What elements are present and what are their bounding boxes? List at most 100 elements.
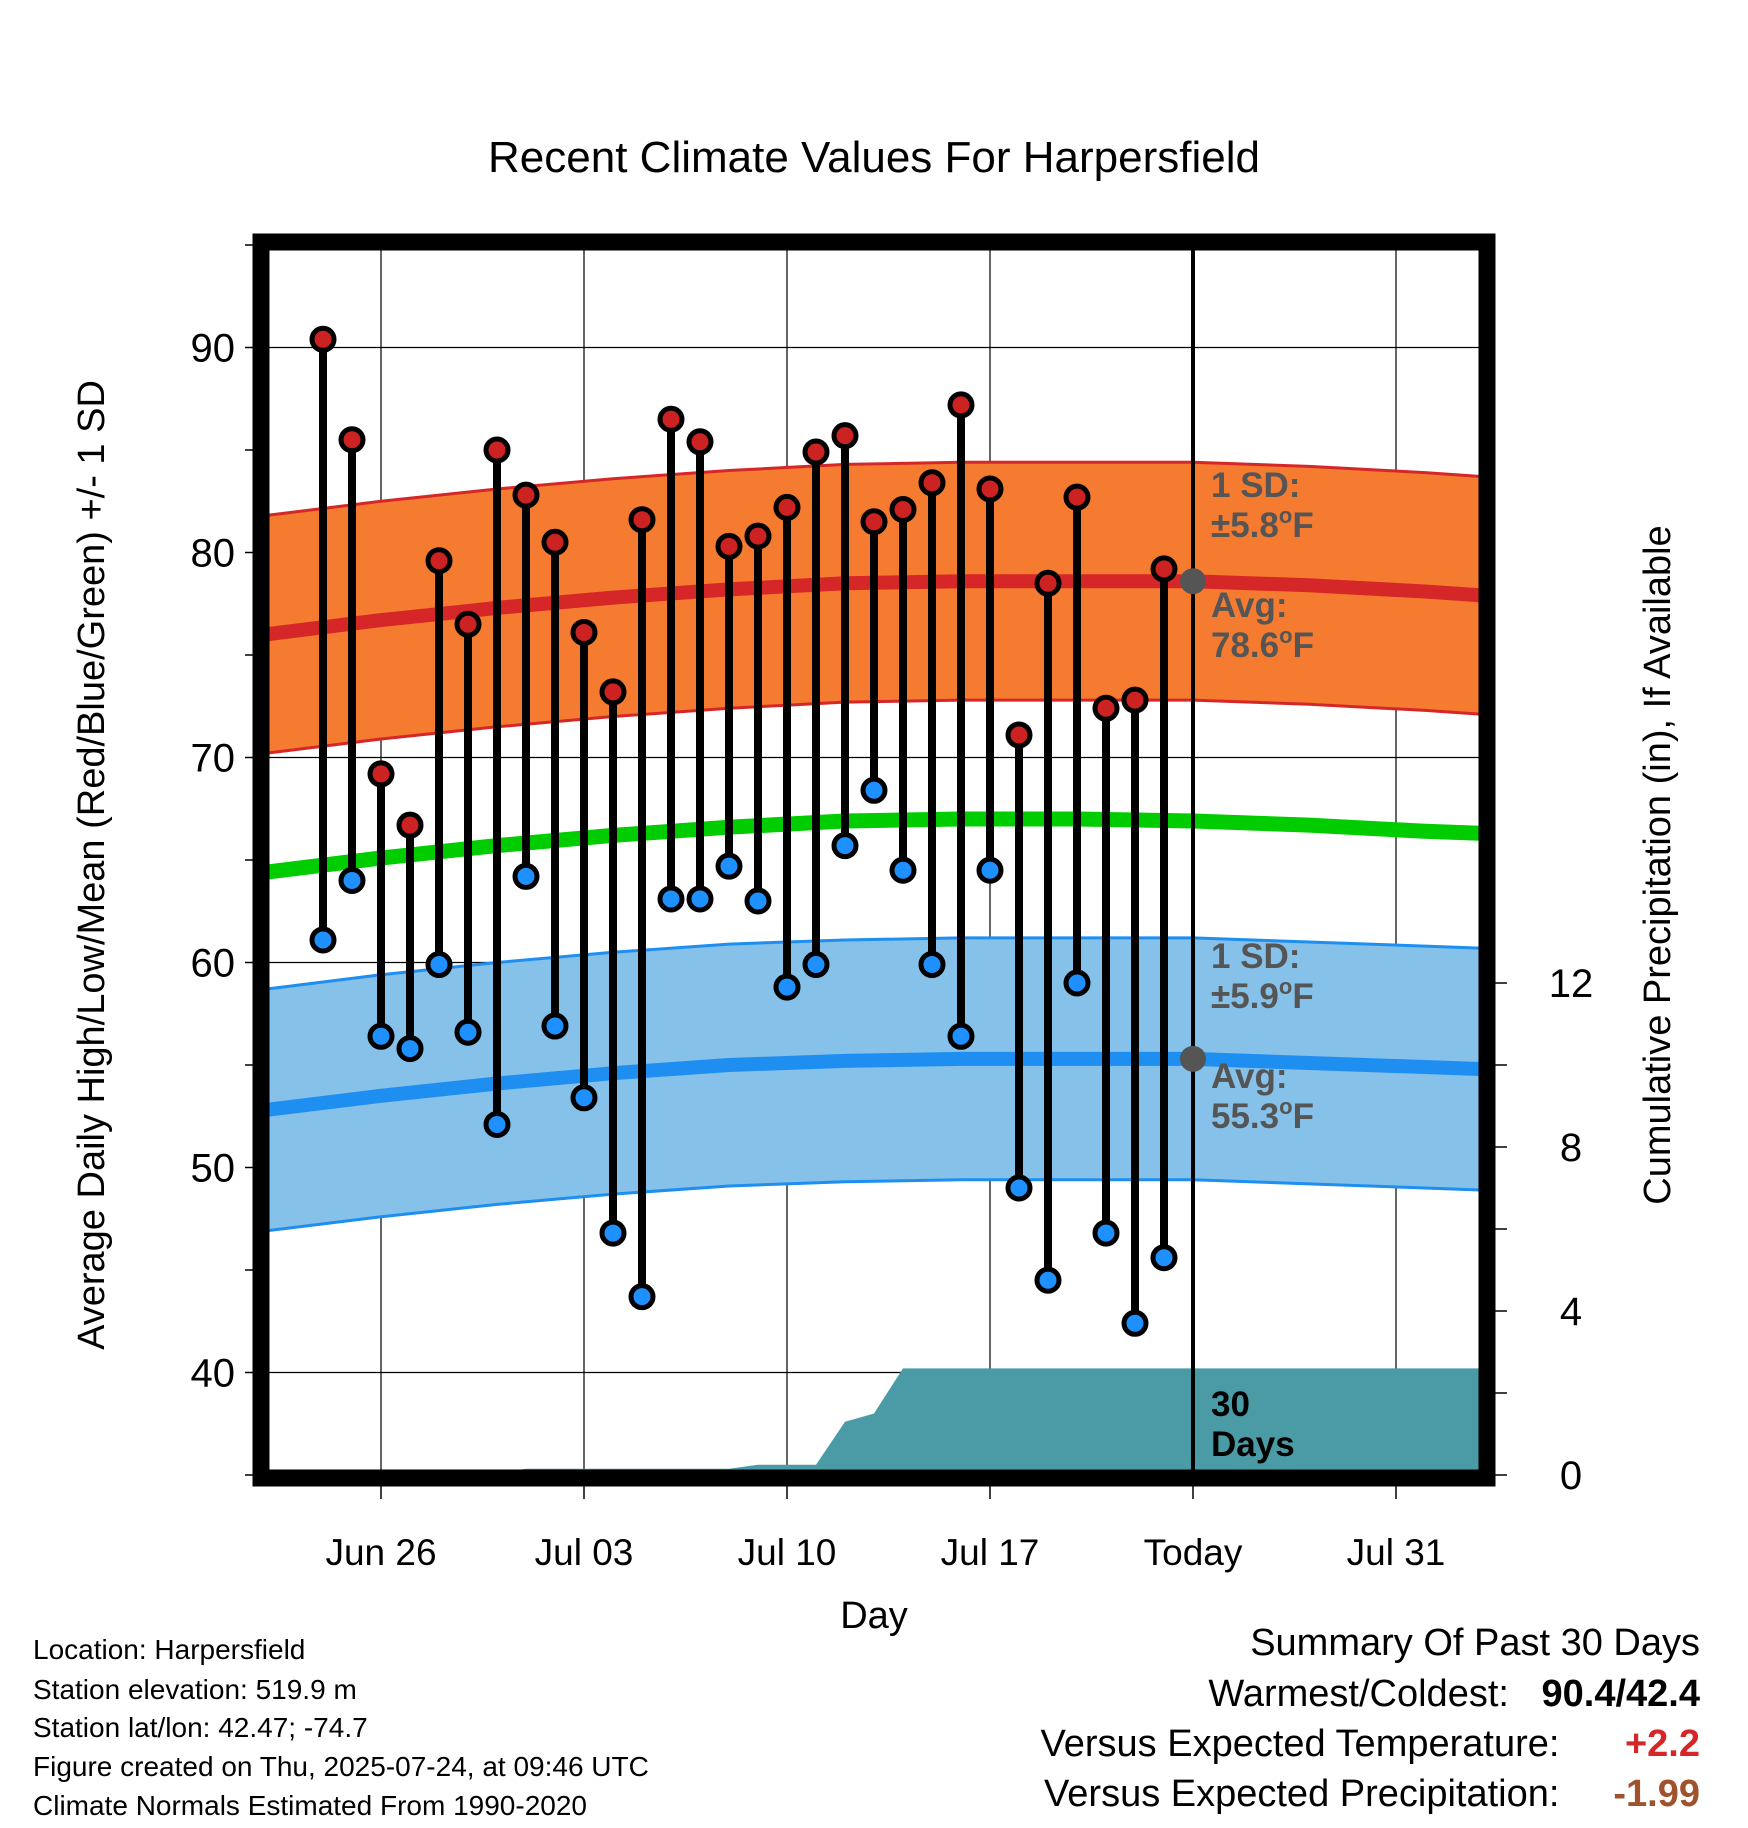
observed-high-point	[454, 610, 482, 638]
summary-temp-value: +2.2	[1624, 1723, 1700, 1765]
observed-high-point	[744, 522, 772, 550]
observed-high-point	[1121, 686, 1149, 714]
period-label-line-2: Days	[1211, 1425, 1295, 1464]
y2-tick-label: 0	[1560, 1454, 1582, 1498]
low-sd-band	[265, 937, 1483, 1231]
observed-high-point	[425, 547, 453, 575]
observed-high-point	[686, 428, 714, 456]
observed-high-point	[541, 528, 569, 556]
y2-tick-label: 4	[1560, 1290, 1582, 1334]
x-tick-label: Jul 03	[535, 1532, 634, 1573]
summary-heading: Summary Of Past 30 Days	[1250, 1622, 1700, 1664]
observed-low-point	[802, 951, 830, 979]
observed-low-point	[715, 852, 743, 880]
observed-low-point	[425, 951, 453, 979]
y-tick-label: 90	[191, 327, 236, 371]
observed-low-point	[483, 1110, 511, 1138]
observed-high-point	[802, 438, 830, 466]
observed-high-point	[1005, 721, 1033, 749]
normal-mean-line	[264, 811, 1484, 880]
today-low-avg-marker	[1180, 1045, 1206, 1072]
low-band-lower-edge	[264, 1178, 1484, 1233]
plot-frame	[252, 233, 1496, 1487]
observed-low-point	[831, 832, 859, 860]
summary-precip-label: Versus Expected Precipitation:	[1044, 1773, 1560, 1815]
summary-precip-value: -1.99	[1613, 1773, 1700, 1815]
observed-high-point	[338, 426, 366, 454]
observed-low-point	[947, 1022, 975, 1050]
observed-high-point	[947, 391, 975, 419]
summary-temp-label: Versus Expected Temperature:	[1040, 1723, 1560, 1765]
observed-low-point	[860, 776, 888, 804]
today-high-avg-marker	[1180, 568, 1206, 595]
observed-high-point	[976, 475, 1004, 503]
observed-low-point	[1150, 1244, 1178, 1272]
observed-high-point	[860, 508, 888, 536]
y2-tick-label: 12	[1549, 962, 1594, 1006]
x-tick-label: Today	[1144, 1532, 1243, 1573]
observed-high-point	[570, 618, 598, 646]
high-band-upper-edge	[264, 460, 1484, 518]
observed-low-point	[512, 862, 540, 890]
observed-low-point	[657, 885, 685, 913]
observed-low-point	[918, 951, 946, 979]
info-created: Figure created on Thu, 2025-07-24, at 09…	[33, 1751, 649, 1782]
observed-low-point	[744, 887, 772, 915]
observed-low-point	[454, 1018, 482, 1046]
observed-high-point	[773, 493, 801, 521]
observed-low-point	[338, 867, 366, 894]
low-avg-label-line-2: 55.3oF	[1211, 1094, 1314, 1136]
observed-high-point	[889, 495, 917, 523]
observed-high-point	[483, 436, 511, 464]
summary-warmest-row: Warmest/Coldest: 90.4/42.4	[1208, 1674, 1700, 1714]
low-sd-label-line-2: ±5.9oF	[1211, 974, 1314, 1016]
y-tick-label: 50	[191, 1147, 236, 1191]
observed-high-point	[918, 469, 946, 497]
high-avg-label-line-2: 78.6oF	[1211, 623, 1314, 665]
info-elevation: Station elevation: 519.9 m	[33, 1674, 357, 1705]
observed-high-point	[1150, 555, 1178, 583]
high-sd-label-line-1: 1 SD:	[1211, 466, 1300, 505]
observed-low-point	[570, 1084, 598, 1112]
observed-high-point	[715, 532, 743, 560]
observed-low-point	[367, 1022, 395, 1050]
observed-high-point	[1092, 694, 1120, 722]
observed-high-point	[831, 422, 859, 450]
y2-tick-label: 8	[1560, 1126, 1582, 1170]
low-band-upper-edge	[264, 936, 1484, 991]
observed-high-point	[628, 506, 656, 534]
observed-low-point	[1063, 969, 1091, 997]
observed-low-point	[396, 1035, 424, 1063]
summary-temp-row: Versus Expected Temperature: +2.2	[1041, 1724, 1700, 1764]
x-tick-label: Jul 17	[941, 1532, 1040, 1573]
observed-high-point	[396, 811, 424, 839]
observed-high-point	[1063, 483, 1091, 511]
observed-low-point	[1092, 1219, 1120, 1247]
summary-warmest-label: Warmest/Coldest:	[1208, 1673, 1509, 1715]
observed-high-point	[657, 405, 685, 433]
y2-axis-label: Cumulative Precipitation (in), If Availa…	[1637, 525, 1679, 1204]
x-tick-label: Jul 10	[738, 1532, 837, 1573]
observed-high-point	[309, 325, 337, 353]
info-latlon: Station lat/lon: 42.47; -74.7	[33, 1712, 368, 1743]
chart-title: Recent Climate Values For Harpersfield	[488, 133, 1260, 182]
low-avg-label-line-1: Avg:	[1211, 1057, 1287, 1096]
observed-low-point	[309, 926, 337, 954]
summary-warmest-value: 90.4/42.4	[1541, 1673, 1700, 1715]
period-label-line-1: 30	[1211, 1385, 1250, 1424]
y-tick-label: 80	[191, 532, 236, 576]
summary-precip-row: Versus Expected Precipitation: -1.99	[1044, 1774, 1700, 1814]
y-tick-label: 60	[191, 942, 236, 986]
info-location: Location: Harpersfield	[33, 1634, 306, 1665]
observed-low-point	[889, 856, 917, 884]
observed-high-point	[512, 481, 540, 509]
high-sd-label-line-2: ±5.8oF	[1211, 503, 1314, 545]
observed-high-point	[1034, 569, 1062, 597]
observed-low-point	[628, 1283, 656, 1311]
x-tick-label: Jun 26	[325, 1532, 436, 1573]
high-avg-label-line-1: Avg:	[1211, 586, 1287, 625]
observed-low-point	[541, 1012, 569, 1040]
observed-high-point	[599, 678, 627, 706]
observed-low-point	[976, 856, 1004, 884]
